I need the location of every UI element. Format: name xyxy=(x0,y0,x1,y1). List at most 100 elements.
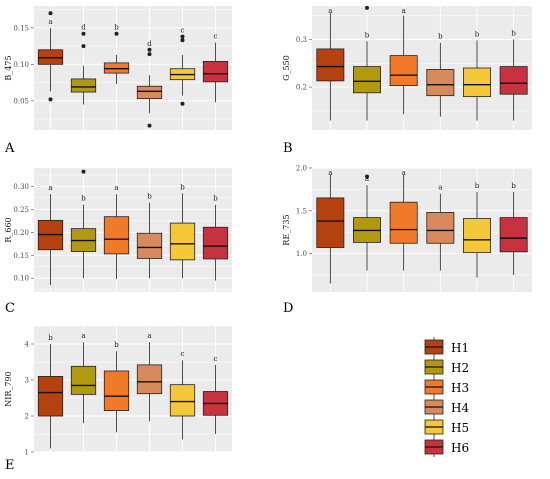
box-h3: b xyxy=(103,24,130,85)
significance-letter: a xyxy=(114,184,118,192)
panel-letter-e: E xyxy=(5,458,15,473)
box-h2: b xyxy=(353,5,381,121)
box-body xyxy=(136,85,163,100)
box-h3: a xyxy=(103,184,130,280)
y-tick-label: 0.05 xyxy=(13,97,29,105)
box-h5: b xyxy=(169,183,196,279)
box-body xyxy=(169,384,196,417)
box-h5: b xyxy=(463,182,491,278)
box-h6: b xyxy=(202,195,229,281)
box-h6: c xyxy=(202,355,229,434)
box-body xyxy=(37,375,64,417)
significance-letter: a xyxy=(48,18,52,26)
y-axis-label: G_550 xyxy=(282,55,291,81)
box-h1: a xyxy=(316,7,345,121)
box-body xyxy=(316,197,345,248)
legend: H1 H2 H3 H4 H5 H6 xyxy=(424,337,469,457)
outlier-point xyxy=(81,44,86,49)
significance-letter: a xyxy=(147,332,151,340)
outlier-point xyxy=(180,38,185,43)
box-body xyxy=(70,78,97,93)
y-axis-label: NIR_790 xyxy=(4,371,13,406)
panel-letter-d: D xyxy=(283,301,293,316)
box-h3: a xyxy=(389,169,418,271)
box-body xyxy=(103,216,130,255)
significance-letter: a xyxy=(438,184,442,192)
panel-e: 1 2 3 4 NIR_790 b a b a c c xyxy=(4,325,232,457)
box-body xyxy=(37,49,64,65)
box-body xyxy=(499,66,528,95)
significance-letter: b xyxy=(475,30,480,38)
y-tick-label: 1 xyxy=(25,449,29,457)
legend-item-h1: H1 xyxy=(424,337,469,357)
legend-item-h2: H2 xyxy=(424,357,469,377)
significance-letter: c xyxy=(214,355,218,363)
panel-letter-b: B xyxy=(283,141,293,156)
box-body xyxy=(353,66,381,94)
box-h2: b xyxy=(70,169,97,279)
plot-background xyxy=(34,168,232,292)
box-h5: c xyxy=(169,27,196,106)
y-tick-label: 0.2 xyxy=(296,84,307,92)
significance-letter: c xyxy=(181,27,185,35)
box-h4: a xyxy=(426,184,455,271)
plot-background xyxy=(34,6,232,130)
legend-label: H5 xyxy=(451,421,469,435)
box-body xyxy=(499,217,528,253)
y-tick-label: 1.0 xyxy=(296,250,307,258)
legend-item-h3: H3 xyxy=(424,377,469,397)
box-body xyxy=(103,370,130,411)
significance-letter: b xyxy=(81,195,86,203)
legend-item-h5: H5 xyxy=(424,417,469,437)
plot-background xyxy=(312,168,532,292)
box-body xyxy=(426,69,455,97)
box-h1: b xyxy=(37,334,64,449)
outlier-point xyxy=(365,5,369,10)
significance-letter: b xyxy=(147,192,152,200)
y-tick-label: 0.10 xyxy=(13,61,29,69)
outlier-point xyxy=(81,169,86,174)
box-h4: b xyxy=(136,192,163,279)
outlier-point xyxy=(180,34,185,39)
box-h2: a xyxy=(70,332,97,424)
outlier-point xyxy=(180,101,185,106)
y-tick-label: 0.30 xyxy=(13,183,29,191)
significance-letter: b xyxy=(213,195,218,203)
panel-letter-c: C xyxy=(5,301,15,316)
box-body xyxy=(389,55,418,87)
panel-c: 0.10 0.15 0.20 0.25 0.30 R_660 a b a b b b xyxy=(4,168,232,292)
significance-letter: a xyxy=(402,7,406,15)
significance-letter: b xyxy=(511,182,516,190)
significance-letter: b xyxy=(114,24,119,32)
legend-item-h6: H6 xyxy=(424,437,469,457)
box-h5: b xyxy=(463,30,491,121)
box-body xyxy=(463,67,491,98)
box-body xyxy=(202,61,229,83)
box-h1: a xyxy=(37,184,64,286)
y-tick-label: 2.0 xyxy=(296,165,307,173)
outlier-point xyxy=(147,123,152,128)
box-h3: b xyxy=(103,341,130,433)
panel-letter-a: A xyxy=(4,141,15,156)
y-axis-label: RE_735 xyxy=(282,214,291,245)
outlier-point xyxy=(365,174,369,179)
significance-letter: b xyxy=(438,33,443,41)
panel-b: 0.2 0.3 G_550 a b a b b b xyxy=(282,5,532,130)
box-h5: c xyxy=(169,350,196,440)
significance-letter: a xyxy=(365,175,369,183)
outlier-point xyxy=(147,52,152,57)
legend-label: H4 xyxy=(451,401,469,415)
box-body xyxy=(136,364,163,395)
box-h2: a xyxy=(353,174,381,271)
box-h6: b xyxy=(499,29,528,121)
y-tick-label: 2 xyxy=(25,413,29,421)
legend-label: H1 xyxy=(451,341,469,355)
box-h3: a xyxy=(389,7,418,115)
outlier-point xyxy=(48,11,53,16)
legend-item-h4: H4 xyxy=(424,397,469,417)
box-body xyxy=(389,201,418,244)
significance-letter: b xyxy=(180,183,185,191)
box-h6: b xyxy=(499,182,528,275)
legend-label: H6 xyxy=(451,441,469,455)
